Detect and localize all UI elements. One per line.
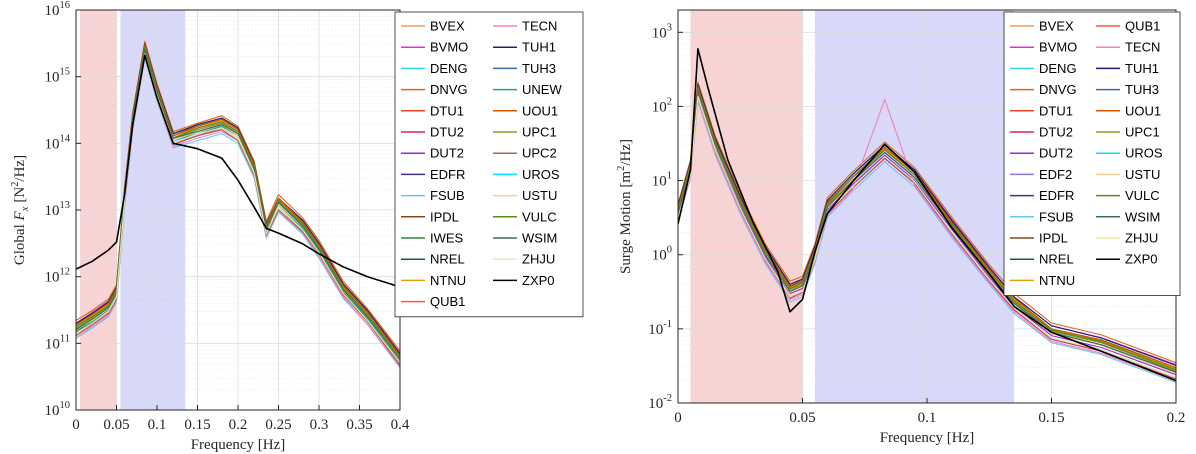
legend-entry-dtu2: DTU2 — [1039, 125, 1073, 140]
y-axis-label: Surge Motion [m2/Hz] — [616, 139, 634, 274]
legend-entry-wsim: WSIM — [1125, 209, 1160, 224]
legend-entry-ustu: USTU — [1125, 167, 1160, 182]
series-line-wsim — [678, 90, 1176, 373]
legend-entry-dtu1: DTU1 — [430, 103, 464, 118]
legend-entry-upc1: UPC1 — [1125, 125, 1160, 140]
legend-entry-dnvg: DNVG — [430, 82, 468, 97]
legend-entry-uou1: UOU1 — [1125, 103, 1161, 118]
legend-entry-uros: UROS — [522, 167, 560, 182]
x-tick-label: 0.35 — [346, 417, 372, 433]
legend: BVEX BVMO DENG DNVG DTU1 DTU2 DUT2 EDF2 EDFR FSUB… — [1003, 11, 1181, 297]
x-tick-label: 0.15 — [184, 417, 210, 433]
x-tick-label: 0.15 — [1038, 410, 1064, 426]
y-tick-label: 10-2 — [648, 393, 672, 412]
y-tick-label: 1016 — [45, 0, 71, 19]
legend-entry-uros: UROS — [1125, 146, 1163, 161]
legend-entry-tecn: TECN — [1125, 40, 1160, 55]
legend-entry-bvmo: BVMO — [430, 40, 468, 55]
y-axis-label: Global Fx [N2/Hz] — [10, 155, 31, 265]
series-line-tuh1 — [678, 84, 1176, 367]
legend-entry-ipdl: IPDL — [1039, 231, 1068, 246]
legend-entry-dtu2: DTU2 — [430, 125, 464, 140]
legend-entry-tuh1: TUH1 — [522, 40, 556, 55]
y-tick-label: 101 — [652, 171, 672, 190]
y-tick-label: 10-1 — [648, 319, 672, 338]
legend-entry-upc2: UPC2 — [522, 146, 557, 161]
legend-entry-uou1: UOU1 — [522, 103, 558, 118]
legend-entry-zhju: ZHJU — [522, 252, 555, 267]
legend-entry-zhju: ZHJU — [1125, 231, 1158, 246]
legend-entry-dut2: DUT2 — [430, 146, 464, 161]
shaded-band-1 — [814, 10, 1015, 403]
legend-entry-bvex: BVEX — [1039, 19, 1074, 34]
legend-entry-ustu: USTU — [522, 188, 557, 203]
y-tick-label: 1015 — [45, 67, 71, 86]
series-group — [678, 47, 1176, 383]
x-tick-label: 0.3 — [310, 417, 329, 433]
legend-entry-edfr: EDFR — [1039, 188, 1074, 203]
series-line-zhju — [76, 53, 400, 364]
x-tick-label: 0.05 — [103, 417, 129, 433]
x-tick-label: 0.05 — [789, 410, 815, 426]
legend-box — [394, 11, 584, 318]
x-tick-label: 0.25 — [265, 417, 291, 433]
legend-entry-qub1: QUB1 — [1125, 19, 1160, 34]
legend-entry-deng: DENG — [1039, 61, 1077, 76]
legend-entry-wsim: WSIM — [522, 231, 557, 246]
legend-entry-bvex: BVEX — [430, 19, 465, 34]
legend-entry-ntnu: NTNU — [1039, 273, 1075, 288]
y-tick-label: 103 — [652, 22, 672, 41]
legend-entry-tuh3: TUH3 — [522, 61, 556, 76]
series-line-zxp0 — [678, 47, 1176, 382]
legend-entry-edf2: EDF2 — [1039, 167, 1072, 182]
y-tick-label: 1012 — [45, 267, 71, 286]
legend-entry-zxp0: ZXP0 — [522, 273, 555, 288]
x-tick-label: 0 — [674, 410, 682, 426]
y-tick-label: 1011 — [45, 333, 70, 352]
legend-entry-dnvg: DNVG — [1039, 82, 1077, 97]
legend-entry-zxp0: ZXP0 — [1125, 252, 1158, 267]
series-line-zxp0 — [76, 54, 400, 288]
legend-entry-upc1: UPC1 — [522, 125, 557, 140]
legend-entry-vulc: VULC — [522, 209, 557, 224]
legend-entry-deng: DENG — [430, 61, 468, 76]
legend-entry-ipdl: IPDL — [430, 209, 459, 224]
legend-entry-iwes: IWES — [430, 231, 464, 246]
legend-entry-nrel: NREL — [1039, 252, 1074, 267]
legend-entry-dtu1: DTU1 — [1039, 103, 1073, 118]
chart-global-fx-psd: 0 0.05 0.1 0.15 0.2 0.25 0.3 0.35 0.4 1010 1011 101… — [10, 0, 584, 453]
y-tick-label: 1013 — [45, 200, 71, 219]
legend-entry-ntnu: NTNU — [430, 273, 466, 288]
legend-entry-dut2: DUT2 — [1039, 146, 1073, 161]
x-tick-label: 0 — [72, 417, 80, 433]
x-tick-label: 0.1 — [918, 410, 937, 426]
legend-entry-unew: UNEW — [522, 82, 562, 97]
legend-entry-fsub: FSUB — [1039, 209, 1074, 224]
legend-entry-nrel: NREL — [430, 252, 465, 267]
legend-entry-qub1: QUB1 — [430, 294, 465, 309]
legend-entry-tuh1: TUH1 — [1125, 61, 1159, 76]
x-tick-label: 0.1 — [148, 417, 167, 433]
legend-entry-edfr: EDFR — [430, 167, 465, 182]
y-tick-label: 1014 — [45, 133, 71, 152]
chart-surge-motion-psd: 0 0.05 0.1 0.15 0.2 10-2 10-1 100 101 102 103 Frequ… — [616, 9, 1186, 446]
x-tick-label: 0.4 — [391, 417, 410, 433]
legend: BVEX BVMO DENG DNVG DTU1 DTU2 DUT2 EDFR FSUB IPDL… — [394, 11, 584, 318]
series-line-vulc — [678, 88, 1176, 371]
x-tick-label: 0.2 — [229, 417, 248, 433]
y-tick-label: 1010 — [45, 400, 71, 419]
y-tick-label: 100 — [652, 245, 672, 264]
legend-entry-tuh3: TUH3 — [1125, 82, 1159, 97]
legend-entry-fsub: FSUB — [430, 188, 465, 203]
x-tick-label: 0.2 — [1167, 410, 1186, 426]
x-axis-label: Frequency [Hz] — [191, 437, 286, 453]
legend-entry-tecn: TECN — [522, 19, 557, 34]
x-axis-label: Frequency [Hz] — [880, 430, 975, 446]
legend-entry-bvmo: BVMO — [1039, 40, 1077, 55]
legend-entry-vulc: VULC — [1125, 188, 1160, 203]
series-group — [76, 40, 400, 369]
y-tick-label: 102 — [652, 96, 672, 115]
